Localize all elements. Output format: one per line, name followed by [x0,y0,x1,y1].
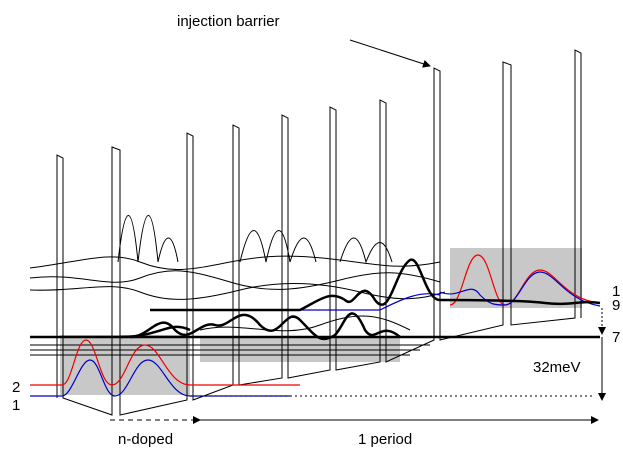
label: 7 [612,329,620,346]
label: injection barrier [177,13,280,30]
wavefunctions [30,254,601,397]
label: 1 [612,283,620,300]
label: 32meV [533,359,581,376]
annotations [110,39,606,424]
label: 9 [612,297,620,314]
label: 1 period [358,431,412,448]
label: 2 [12,379,20,396]
subband-levels [29,215,446,356]
shaded-regions [60,248,582,395]
label: 1 [12,397,20,414]
label: n-doped [118,431,173,448]
upper-state [30,258,601,341]
